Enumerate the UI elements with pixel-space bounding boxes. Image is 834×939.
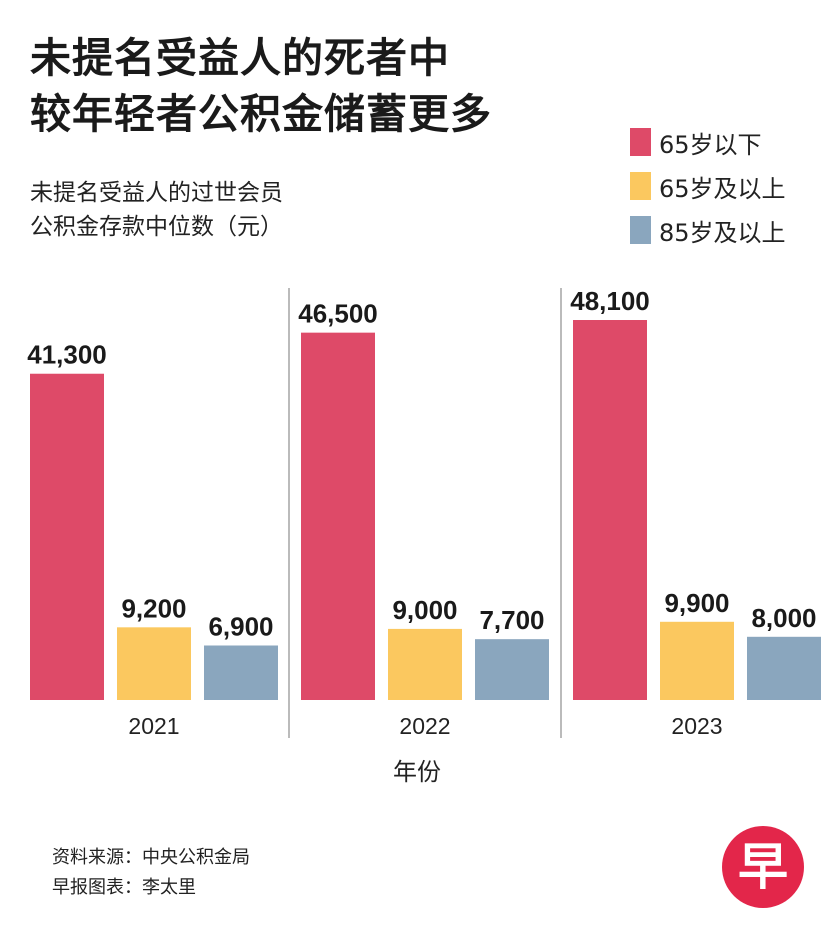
source-notes: 资料来源：中央公积金局 早报图表：李太里 — [52, 843, 250, 903]
zaobao-logo-text: 早 — [738, 837, 788, 896]
bar-2022-under-65 — [301, 332, 375, 700]
bar-2021-under-65 — [30, 373, 104, 700]
data-label-2023-85-and-above: 8,000 — [751, 603, 816, 633]
legend-label-65-and-above: 65岁及以上 — [659, 174, 786, 203]
legend-swatch-under-65 — [630, 128, 651, 156]
zaobao-logo: 早 — [722, 826, 804, 908]
source-line: 资料来源：中央公积金局 — [52, 847, 250, 868]
chart-subtitle-line-2: 公积金存款中位数（元） — [30, 214, 283, 240]
bar-2021-65-and-above — [117, 627, 191, 700]
bar-2023-under-65 — [573, 320, 647, 700]
x-tick-label-2021: 2021 — [128, 713, 179, 739]
data-label-2021-under-65: 41,300 — [27, 340, 107, 370]
bar-2022-85-and-above — [475, 639, 549, 700]
data-label-2021-85-and-above: 6,900 — [208, 611, 273, 641]
chart-title-line-2: 较年轻者公积金储蓄更多 — [30, 90, 492, 138]
x-axis-title: 年份 — [393, 758, 441, 786]
chart-subtitle: 未提名受益人的过世会员 公积金存款中位数（元） — [30, 176, 283, 244]
legend-item-under-65: 65岁以下 — [630, 120, 786, 164]
bar-2023-65-and-above — [660, 621, 734, 700]
legend-swatch-85-and-above — [630, 216, 651, 244]
data-label-2022-65-and-above: 9,000 — [392, 595, 457, 625]
chart-subtitle-line-1: 未提名受益人的过世会员 — [30, 180, 283, 206]
bar-2022-65-and-above — [388, 628, 462, 700]
chart-title: 未提名受益人的死者中 较年轻者公积金储蓄更多 — [30, 30, 492, 142]
legend-label-85-and-above: 85岁及以上 — [659, 218, 786, 247]
legend-item-85-and-above: 85岁及以上 — [630, 208, 786, 252]
x-tick-label-2023: 2023 — [671, 713, 722, 739]
data-label-2022-85-and-above: 7,700 — [479, 605, 544, 635]
bar-2023-85-and-above — [747, 636, 821, 700]
bar-2021-85-and-above — [204, 645, 278, 700]
data-label-2023-65-and-above: 9,900 — [664, 588, 729, 618]
data-label-2023-under-65: 48,100 — [570, 286, 650, 316]
legend-item-65-and-above: 65岁及以上 — [630, 164, 786, 208]
x-tick-label-2022: 2022 — [399, 713, 450, 739]
legend-swatch-65-and-above — [630, 172, 651, 200]
data-label-2021-65-and-above: 9,200 — [121, 593, 186, 623]
legend: 65岁以下 65岁及以上 85岁及以上 — [630, 120, 786, 252]
credit-line: 早报图表：李太里 — [52, 877, 196, 898]
chart-title-line-1: 未提名受益人的死者中 — [30, 34, 450, 82]
legend-label-under-65: 65岁以下 — [659, 130, 762, 159]
data-label-2022-under-65: 46,500 — [298, 299, 378, 329]
bar-chart: 41,300 9,200 6,900 2021 46,500 9,000 7,700 2022… — [27, 286, 821, 739]
